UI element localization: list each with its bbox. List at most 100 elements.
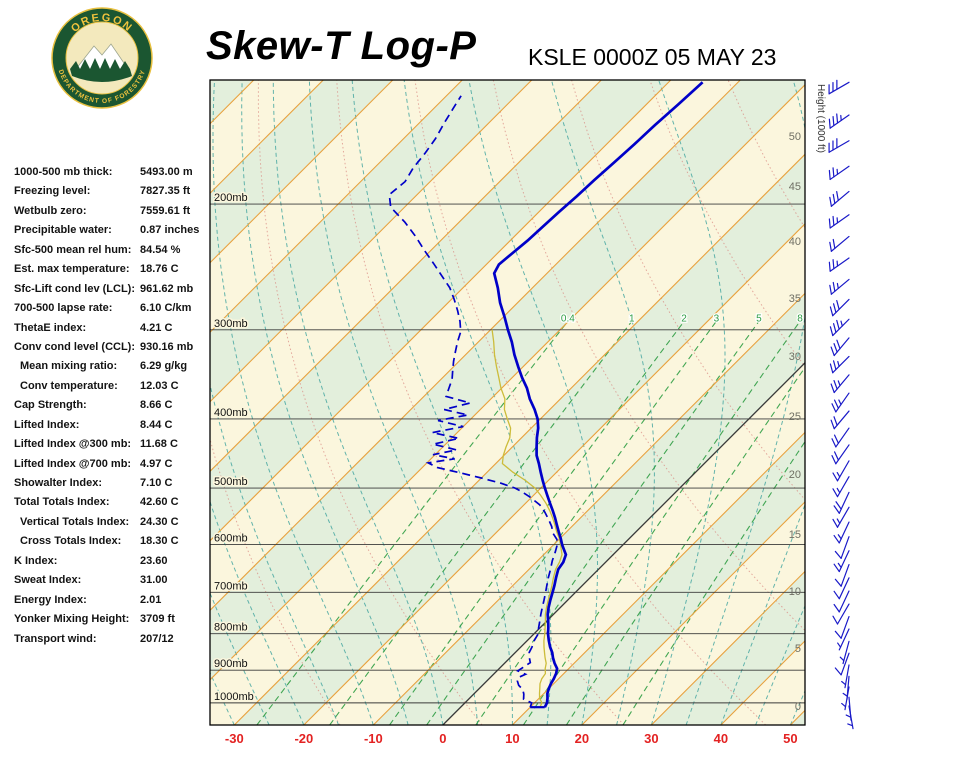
logo-outer-edge bbox=[51, 7, 153, 109]
index-value: 12.03 C bbox=[140, 379, 179, 392]
index-label: Yonker Mixing Height: bbox=[14, 613, 130, 626]
index-label: Lifted Index: bbox=[14, 418, 80, 431]
index-row: Wetbulb zero: 7559.61 ft bbox=[14, 205, 214, 224]
svg-text:8: 8 bbox=[797, 313, 803, 324]
svg-text:50: 50 bbox=[783, 731, 797, 746]
svg-text:35: 35 bbox=[789, 293, 801, 305]
index-value: 7.10 C bbox=[140, 477, 173, 489]
index-label: Lifted Index @700 mb: bbox=[14, 457, 132, 470]
index-row: Sweat Index: 31.00 bbox=[14, 574, 214, 593]
index-label: Vertical Totals Index: bbox=[20, 515, 130, 528]
svg-text:800mb: 800mb bbox=[214, 622, 248, 634]
pressure-labels: 200mb 300mb 400mb 500mb 600mb 700mb 800mb 900mb… bbox=[213, 191, 256, 705]
svg-text:15: 15 bbox=[789, 529, 801, 541]
index-label: Conv cond level (CCL): bbox=[14, 340, 136, 353]
svg-text:30: 30 bbox=[789, 351, 801, 363]
index-value: 2.01 bbox=[140, 593, 162, 606]
index-label: ThetaE index: bbox=[14, 321, 87, 334]
index-row: Mean mixing ratio: 6.29 g/kg bbox=[14, 360, 214, 379]
index-value: 23.60 bbox=[140, 554, 168, 567]
station-datetime: KSLE 0000Z 05 MAY 23 bbox=[528, 44, 777, 70]
logo-trees bbox=[70, 58, 132, 82]
odf-logo-svg: OREGON DEPARTMENT OF FORESTRY bbox=[51, 7, 153, 109]
index-row: 700-500 lapse rate: 6.10 C/km bbox=[14, 302, 214, 321]
index-label: Showalter Index: bbox=[14, 477, 103, 489]
mixing-ratio-lines bbox=[256, 318, 805, 725]
index-value: 207/12 bbox=[140, 632, 174, 645]
index-row: Conv cond level (CCL): 930.16 mb bbox=[14, 341, 214, 360]
index-value: 18.30 C bbox=[140, 535, 179, 548]
index-value: 18.76 C bbox=[140, 263, 179, 276]
index-row: Freezing level: 7827.35 ft bbox=[14, 185, 214, 204]
svg-text:0: 0 bbox=[795, 701, 801, 713]
svg-text:600mb: 600mb bbox=[214, 533, 248, 545]
index-value: 8.66 C bbox=[140, 399, 173, 412]
svg-text:200mb: 200mb bbox=[214, 192, 248, 204]
index-value: 31.00 bbox=[140, 574, 168, 587]
svg-text:0.4: 0.4 bbox=[561, 313, 575, 324]
svg-text:1: 1 bbox=[629, 313, 635, 324]
svg-text:900mb: 900mb bbox=[214, 658, 248, 670]
index-value: 6.10 C/km bbox=[140, 302, 192, 315]
odf-logo: OREGON DEPARTMENT OF FORESTRY bbox=[50, 6, 154, 110]
index-label: Sfc-500 mean rel hum: bbox=[14, 243, 132, 256]
svg-text:5: 5 bbox=[756, 313, 762, 324]
indices-panel: 1000-500 mb thick: 5493.00 m Freezing leve… bbox=[14, 166, 214, 652]
index-value: 11.68 C bbox=[140, 438, 178, 451]
index-row: ThetaE index: 4.21 C bbox=[14, 322, 214, 341]
index-row: Total Totals Index: 42.60 C bbox=[14, 496, 214, 515]
isotherms bbox=[210, 80, 805, 725]
svg-text:45: 45 bbox=[789, 181, 801, 193]
dry-adiabats bbox=[210, 80, 805, 725]
index-value: 7827.35 ft bbox=[140, 185, 191, 198]
index-label: Precipitable water: bbox=[14, 224, 112, 237]
index-label: Conv temperature: bbox=[20, 379, 118, 392]
svg-text:25: 25 bbox=[789, 411, 801, 423]
index-value: 5493.00 m bbox=[140, 166, 193, 178]
chart-title: Skew-T Log-P bbox=[206, 24, 477, 68]
index-row: Est. max temperature: 18.76 C bbox=[14, 263, 214, 282]
plot-area bbox=[210, 80, 805, 725]
svg-text:1000mb: 1000mb bbox=[214, 691, 254, 703]
index-label: Lifted Index @300 mb: bbox=[14, 438, 132, 451]
index-label: K Index: bbox=[14, 554, 58, 567]
wetbulb-line bbox=[491, 329, 563, 708]
index-label: Total Totals Index: bbox=[14, 496, 110, 509]
index-value: 42.60 C bbox=[140, 496, 179, 509]
index-value: 4.97 C bbox=[140, 457, 173, 470]
index-label: Est. max temperature: bbox=[14, 263, 130, 276]
index-label: 700-500 lapse rate: bbox=[14, 302, 113, 315]
index-label: Freezing level: bbox=[14, 185, 91, 198]
svg-text:-30: -30 bbox=[225, 731, 244, 746]
pressure-lines bbox=[210, 203, 805, 704]
height-axis-title: Height (1000 ft) bbox=[815, 84, 826, 153]
svg-text:500mb: 500mb bbox=[214, 476, 248, 488]
svg-text:30: 30 bbox=[644, 731, 658, 746]
index-value: 0.87 inches bbox=[140, 224, 200, 237]
dewpoint-line bbox=[388, 95, 559, 708]
svg-text:10: 10 bbox=[789, 586, 801, 598]
index-row: Vertical Totals Index: 24.30 C bbox=[14, 516, 214, 535]
index-value: 6.29 g/kg bbox=[140, 360, 188, 373]
index-label: 1000-500 mb thick: bbox=[14, 166, 113, 178]
index-row: Lifted Index @300 mb: 11.68 C bbox=[14, 438, 214, 457]
index-label: Cap Strength: bbox=[14, 399, 87, 412]
index-row: Lifted Index: 8.44 C bbox=[14, 419, 214, 438]
svg-text:400mb: 400mb bbox=[214, 407, 248, 419]
index-row: Precipitable water: 0.87 inches bbox=[14, 224, 214, 243]
index-row: Cap Strength: 8.66 C bbox=[14, 399, 214, 418]
svg-text:20: 20 bbox=[789, 469, 801, 481]
index-row: Sfc-Lift cond lev (LCL): 961.62 mb bbox=[14, 283, 214, 302]
index-row: Yonker Mixing Height: 3709 ft bbox=[14, 613, 214, 632]
index-value: 8.44 C bbox=[140, 418, 173, 431]
svg-text:0: 0 bbox=[439, 731, 446, 746]
svg-text:700mb: 700mb bbox=[214, 580, 248, 592]
index-row: K Index: 23.60 bbox=[14, 555, 214, 574]
svg-text:40: 40 bbox=[714, 731, 728, 746]
index-label: Transport wind: bbox=[14, 632, 97, 645]
index-value: 930.16 mb bbox=[140, 340, 194, 353]
svg-text:20: 20 bbox=[575, 731, 589, 746]
index-value: 24.30 C bbox=[140, 515, 179, 528]
